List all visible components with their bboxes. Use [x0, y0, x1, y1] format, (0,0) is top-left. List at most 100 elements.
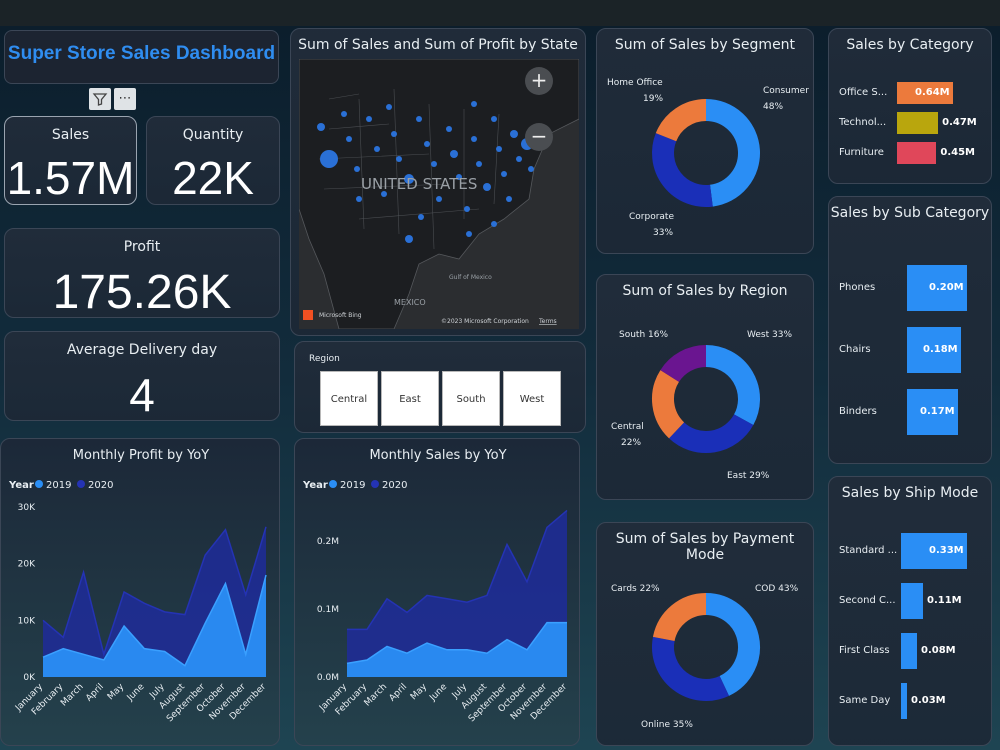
segment-label-corporate: Corporate	[629, 212, 674, 222]
map-state-bubble[interactable]	[501, 171, 507, 177]
kpi-sales-label: Sales	[51, 127, 90, 143]
profit-chart-legend-label[interactable]: 2020	[88, 480, 113, 491]
map-state-bubble[interactable]	[471, 101, 477, 107]
map-state-bubble[interactable]	[436, 196, 442, 202]
zoom-out-button[interactable]: −	[525, 123, 553, 151]
map-state-bubble[interactable]	[320, 150, 338, 168]
kpi-profit-value: 175.26K	[52, 266, 232, 319]
region-slice-south[interactable]	[660, 345, 707, 383]
sales-chart-legend-label[interactable]: 2019	[340, 480, 365, 491]
segment-slice-home-office[interactable]	[655, 99, 707, 142]
region-slice-central[interactable]	[652, 370, 685, 439]
subcategory-bars-value: 0.18M	[923, 344, 958, 355]
profit-chart-ytick: 10K	[18, 616, 36, 626]
sales-chart-xtick: March	[363, 682, 389, 708]
region-slicer-central[interactable]: Central	[320, 371, 378, 426]
shipmode-title: Sales by Ship Mode	[841, 485, 979, 501]
region-slice-east[interactable]	[669, 413, 754, 453]
map-state-bubble[interactable]	[386, 104, 392, 110]
map-state-bubble[interactable]	[466, 231, 472, 237]
region-slicer-east[interactable]: East	[381, 371, 439, 426]
segment-slice-corporate[interactable]	[652, 133, 713, 207]
sales-chart-legend-label[interactable]: 2020	[382, 480, 407, 491]
map-state-bubble[interactable]	[366, 116, 372, 122]
subcategory-bars-bar[interactable]	[907, 265, 967, 311]
map-view[interactable]: UNITED STATES MEXICO Gulf of Mexico Micr…	[299, 59, 579, 329]
sales-chart-legend-marker[interactable]	[371, 480, 379, 488]
dashboard-title: Super Store Sales Dashboard	[7, 43, 276, 64]
shipmode-bars-value: 0.08M	[921, 645, 956, 656]
map-state-bubble[interactable]	[464, 206, 470, 212]
map-state-bubble[interactable]	[374, 146, 380, 152]
map-state-bubble[interactable]	[354, 166, 360, 172]
segment-slice-consumer[interactable]	[705, 99, 760, 207]
map-state-bubble[interactable]	[471, 136, 477, 142]
sales-chart-legend-marker[interactable]	[329, 480, 337, 488]
shipmode-bars-bar[interactable]	[901, 583, 923, 619]
map-state-bubble[interactable]	[418, 214, 424, 220]
map-state-bubble[interactable]	[446, 126, 452, 132]
map-state-bubble[interactable]	[528, 166, 534, 172]
category-card: Sales by Category Office S... 0.64M Techno…	[828, 28, 992, 184]
map-state-bubble[interactable]	[450, 150, 458, 158]
subcategory-bars-label: Binders	[839, 406, 877, 417]
subcategory-bars-bar[interactable]	[907, 389, 958, 435]
sales-chart-xtick: June	[427, 682, 449, 704]
map-state-bubble[interactable]	[416, 116, 422, 122]
map-state-bubble[interactable]	[431, 161, 437, 167]
payment-slice-cod[interactable]	[705, 593, 760, 696]
map-state-bubble[interactable]	[356, 196, 362, 202]
profit-chart-line-2020	[42, 526, 267, 658]
map-state-bubble[interactable]	[424, 141, 430, 147]
profit-chart-legend-marker[interactable]	[35, 480, 43, 488]
sales-chart-area-2019[interactable]	[347, 622, 567, 677]
map-state-bubble[interactable]	[381, 191, 387, 197]
shipmode-bars-bar[interactable]	[901, 683, 907, 719]
map-state-bubble[interactable]	[396, 156, 402, 162]
map-state-bubble[interactable]	[404, 174, 414, 184]
profit-chart-legend-label[interactable]: 2019	[46, 480, 71, 491]
shipmode-bars-bar[interactable]	[901, 633, 917, 669]
profit-chart-legend-title: Year	[8, 480, 34, 491]
subcategory-bars-bar[interactable]	[907, 327, 961, 373]
map-state-bubble[interactable]	[516, 156, 522, 162]
monthly-profit-card: Monthly Profit by YoY Year 2019 2020 0K 10K 20…	[0, 438, 280, 746]
category-bars-bar[interactable]	[897, 82, 953, 104]
map-state-bubble[interactable]	[317, 123, 325, 131]
region-slice-west[interactable]	[705, 345, 760, 426]
map-state-bubble[interactable]	[491, 116, 497, 122]
map-state-bubble[interactable]	[341, 111, 347, 117]
category-bars-bar[interactable]	[897, 112, 939, 134]
more-options-icon[interactable]: ⋯	[114, 88, 136, 110]
profit-chart-area-2019[interactable]	[43, 575, 266, 677]
map-state-bubble[interactable]	[391, 131, 397, 137]
kpi-sales-card: Sales 1.57M	[4, 116, 137, 205]
profit-chart-legend-marker[interactable]	[77, 480, 85, 488]
kpi-quantity-label: Quantity	[182, 127, 244, 143]
map-state-bubble[interactable]	[456, 174, 462, 180]
map-attribution: Microsoft Bing	[319, 312, 362, 319]
dashboard-title-card: Super Store Sales Dashboard	[4, 30, 279, 84]
category-bars-bar[interactable]	[897, 142, 937, 164]
segment-pct-corporate: 33%	[653, 228, 673, 238]
map-state-bubble[interactable]	[476, 161, 482, 167]
map-state-bubble[interactable]	[491, 221, 497, 227]
map-state-bubble[interactable]	[405, 235, 413, 243]
filter-icon[interactable]	[89, 88, 111, 110]
map-state-bubble[interactable]	[346, 136, 352, 142]
map-terms-link[interactable]: Terms	[538, 318, 557, 325]
map-state-bubble[interactable]	[510, 130, 518, 138]
region-slicer-south[interactable]: South	[442, 371, 500, 426]
map-state-bubble[interactable]	[506, 196, 512, 202]
region-slicer-west[interactable]: West	[503, 371, 561, 426]
zoom-in-button[interactable]: +	[525, 67, 553, 95]
map-state-bubble[interactable]	[483, 183, 491, 191]
payment-slice-cards[interactable]	[652, 593, 707, 642]
sales-chart-area-2020[interactable]	[347, 510, 567, 677]
payment-slice-online[interactable]	[652, 636, 729, 701]
shipmode-bars-label: Standard ...	[839, 545, 898, 556]
profit-chart-ytick: 20K	[18, 560, 36, 570]
segment-donut-chart: Home Office 19% Consumer 48% Corporate 3…	[607, 78, 809, 238]
shipmode-bars-bar[interactable]	[901, 533, 967, 569]
map-state-bubble[interactable]	[496, 146, 502, 152]
